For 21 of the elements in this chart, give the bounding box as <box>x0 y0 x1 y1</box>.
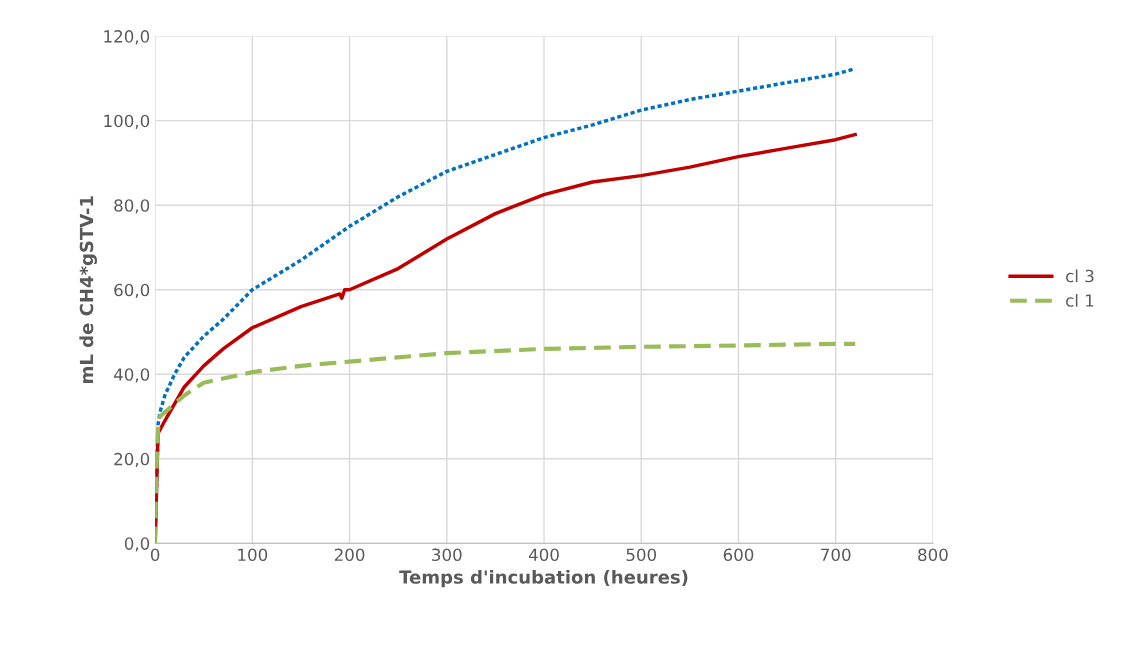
y-tick-label: 0,0 <box>124 537 150 552</box>
x-tick-label: 700 <box>821 548 851 562</box>
line-series <box>155 341 858 544</box>
x-tick-label: 800 <box>918 548 948 562</box>
y-tick-label: 120,0 <box>104 30 150 45</box>
x-tick-label: 100 <box>238 548 268 562</box>
x-tick-label: 200 <box>334 548 365 562</box>
legend-label: cl 3 <box>1066 269 1094 283</box>
y-tick-label: 40,0 <box>113 368 150 383</box>
x-axis-title: Temps d'incubation (heures) <box>399 569 688 588</box>
y-tick-label: 20,0 <box>114 452 150 468</box>
y-tick-label: 80,0 <box>114 199 150 214</box>
x-tick-label: 600 <box>723 548 754 562</box>
x-tick-label: 500 <box>626 548 657 562</box>
x-tick-label: 300 <box>432 548 462 562</box>
legend-label: cl 1 <box>1066 293 1094 307</box>
y-tick-label: 100,0 <box>104 114 150 129</box>
x-tick-label: 400 <box>528 548 559 562</box>
y-tick-label: 60,0 <box>114 283 150 299</box>
y-axis-title: mL de CH4*gSTV-1 <box>79 196 97 383</box>
x-tick-label: 0 <box>150 548 160 562</box>
